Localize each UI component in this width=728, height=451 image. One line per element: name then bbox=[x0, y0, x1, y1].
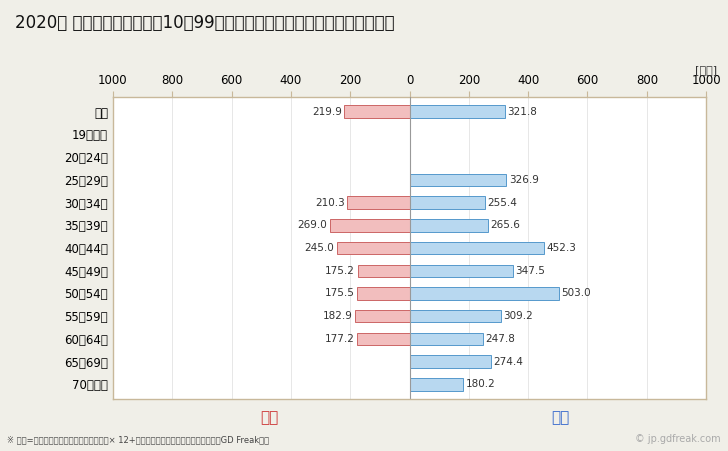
Text: 女性: 女性 bbox=[260, 410, 279, 425]
Text: [万円]: [万円] bbox=[695, 65, 717, 75]
Text: 247.8: 247.8 bbox=[486, 334, 515, 344]
Text: 175.2: 175.2 bbox=[325, 266, 355, 276]
Text: 503.0: 503.0 bbox=[561, 289, 590, 299]
Bar bbox=[409, 287, 558, 300]
Text: 219.9: 219.9 bbox=[312, 107, 342, 117]
Bar bbox=[357, 333, 409, 345]
Text: ※ 年収=「きまって支給する現金給与額」× 12+「年間賞与その他特別給与額」としてGD Freak推計: ※ 年収=「きまって支給する現金給与額」× 12+「年間賞与その他特別給与額」と… bbox=[7, 435, 269, 444]
Bar bbox=[409, 333, 483, 345]
Bar bbox=[337, 242, 409, 254]
Text: 269.0: 269.0 bbox=[298, 221, 328, 230]
Text: 177.2: 177.2 bbox=[325, 334, 355, 344]
Text: 210.3: 210.3 bbox=[315, 198, 345, 207]
Bar bbox=[409, 106, 505, 118]
Bar bbox=[409, 242, 544, 254]
Text: 274.4: 274.4 bbox=[494, 357, 523, 367]
Bar bbox=[357, 287, 409, 300]
Bar bbox=[409, 265, 513, 277]
Bar bbox=[347, 196, 409, 209]
Bar bbox=[409, 219, 488, 231]
Text: 321.8: 321.8 bbox=[507, 107, 537, 117]
Bar bbox=[409, 355, 491, 368]
Bar bbox=[344, 106, 409, 118]
Text: 男性: 男性 bbox=[551, 410, 570, 425]
Text: 175.5: 175.5 bbox=[325, 289, 355, 299]
Text: 182.9: 182.9 bbox=[323, 311, 353, 321]
Text: 452.3: 452.3 bbox=[546, 243, 576, 253]
Text: © jp.gdfreak.com: © jp.gdfreak.com bbox=[635, 434, 721, 444]
Text: 245.0: 245.0 bbox=[305, 243, 334, 253]
Bar bbox=[409, 378, 463, 391]
Text: 309.2: 309.2 bbox=[504, 311, 534, 321]
Bar bbox=[357, 265, 409, 277]
Text: 347.5: 347.5 bbox=[515, 266, 545, 276]
Bar bbox=[409, 174, 507, 186]
Text: 265.6: 265.6 bbox=[491, 221, 521, 230]
Text: 2020年 民間企業（従業者数10～99人）フルタイム労働者の男女別平均年収: 2020年 民間企業（従業者数10～99人）フルタイム労働者の男女別平均年収 bbox=[15, 14, 394, 32]
Bar bbox=[409, 310, 501, 322]
Bar bbox=[330, 219, 409, 231]
Bar bbox=[409, 196, 486, 209]
Bar bbox=[355, 310, 409, 322]
Text: 326.9: 326.9 bbox=[509, 175, 539, 185]
Text: 180.2: 180.2 bbox=[465, 379, 495, 389]
Text: 255.4: 255.4 bbox=[488, 198, 518, 207]
